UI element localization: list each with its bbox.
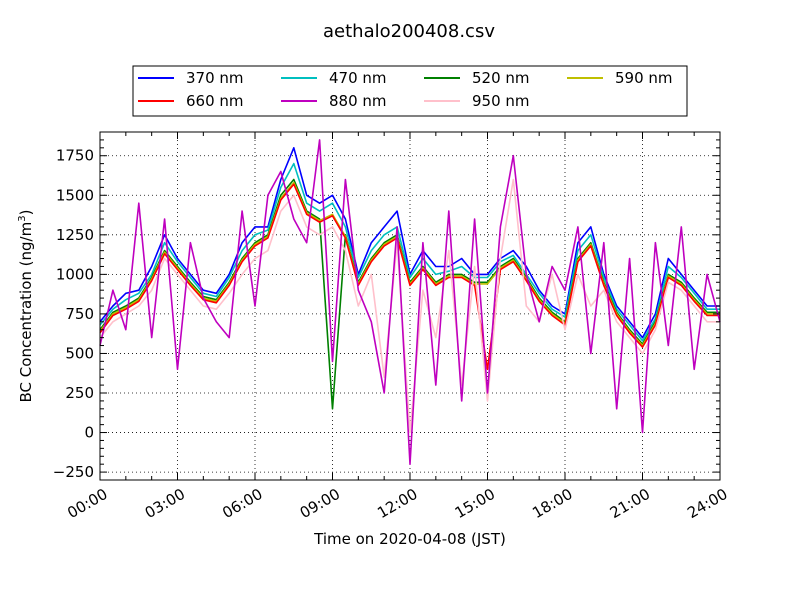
minor-ticks bbox=[99, 131, 721, 481]
legend-label: 520 nm bbox=[472, 69, 530, 87]
x-tick-label: 12:00 bbox=[374, 485, 420, 522]
x-tick-label: 21:00 bbox=[607, 485, 653, 522]
y-tick-label: 250 bbox=[65, 384, 94, 402]
y-tick-label: −250 bbox=[53, 463, 94, 481]
legend-label: 950 nm bbox=[472, 92, 530, 110]
y-tick-label: 0 bbox=[84, 424, 94, 442]
y-tick-label: 1000 bbox=[56, 265, 94, 283]
x-tick-label: 18:00 bbox=[529, 485, 575, 522]
x-tick-label: 09:00 bbox=[297, 485, 343, 522]
y-tick-label: 1250 bbox=[56, 226, 94, 244]
legend-label: 880 nm bbox=[329, 92, 387, 110]
series-line-470-nm bbox=[99, 162, 720, 342]
series-line-880-nm bbox=[99, 139, 721, 466]
legend-frame bbox=[132, 65, 688, 117]
y-tick-label: 750 bbox=[65, 305, 94, 323]
y-tick-label: 500 bbox=[65, 344, 94, 362]
y-axis-label-main: BC Concentration (ng/m bbox=[17, 222, 35, 403]
legend-label: 470 nm bbox=[329, 69, 387, 87]
x-tick-label: 15:00 bbox=[452, 485, 498, 522]
x-axis-label: Time on 2020-04-08 (JST) bbox=[313, 530, 506, 548]
x-tick-label: 00:00 bbox=[64, 485, 110, 522]
y-axis-label: BC Concentration (ng/m3) bbox=[17, 210, 35, 403]
y-tick-labels: −250 0 250 500 750 1000 1250 1500 1750 bbox=[53, 147, 94, 481]
legend-label: 590 nm bbox=[615, 69, 673, 87]
x-tick-label: 03:00 bbox=[142, 485, 188, 522]
legend-label: 370 nm bbox=[186, 69, 244, 87]
y-tick-label: 1500 bbox=[56, 186, 94, 204]
legend-label: 660 nm bbox=[186, 92, 244, 110]
plot-border bbox=[99, 131, 721, 481]
y-axis-label-sup: 3 bbox=[17, 215, 28, 221]
chart-title: aethalo200408.csv bbox=[323, 21, 495, 42]
plot-area bbox=[99, 131, 721, 481]
x-tick-label: 06:00 bbox=[219, 485, 265, 522]
series-lines bbox=[99, 139, 721, 466]
series-line-950-nm bbox=[99, 178, 720, 434]
x-tick-label: 24:00 bbox=[684, 485, 730, 522]
y-tick-label: 1750 bbox=[56, 147, 94, 165]
y-axis-label-tail: ) bbox=[17, 210, 35, 216]
legend: 370 nm 470 nm 520 nm 590 nm 660 nm 880 nm 950 … bbox=[132, 65, 688, 117]
x-tick-labels: 00:00 03:00 06:00 09:00 12:00 15:00 18:00 21:00… bbox=[64, 485, 730, 522]
